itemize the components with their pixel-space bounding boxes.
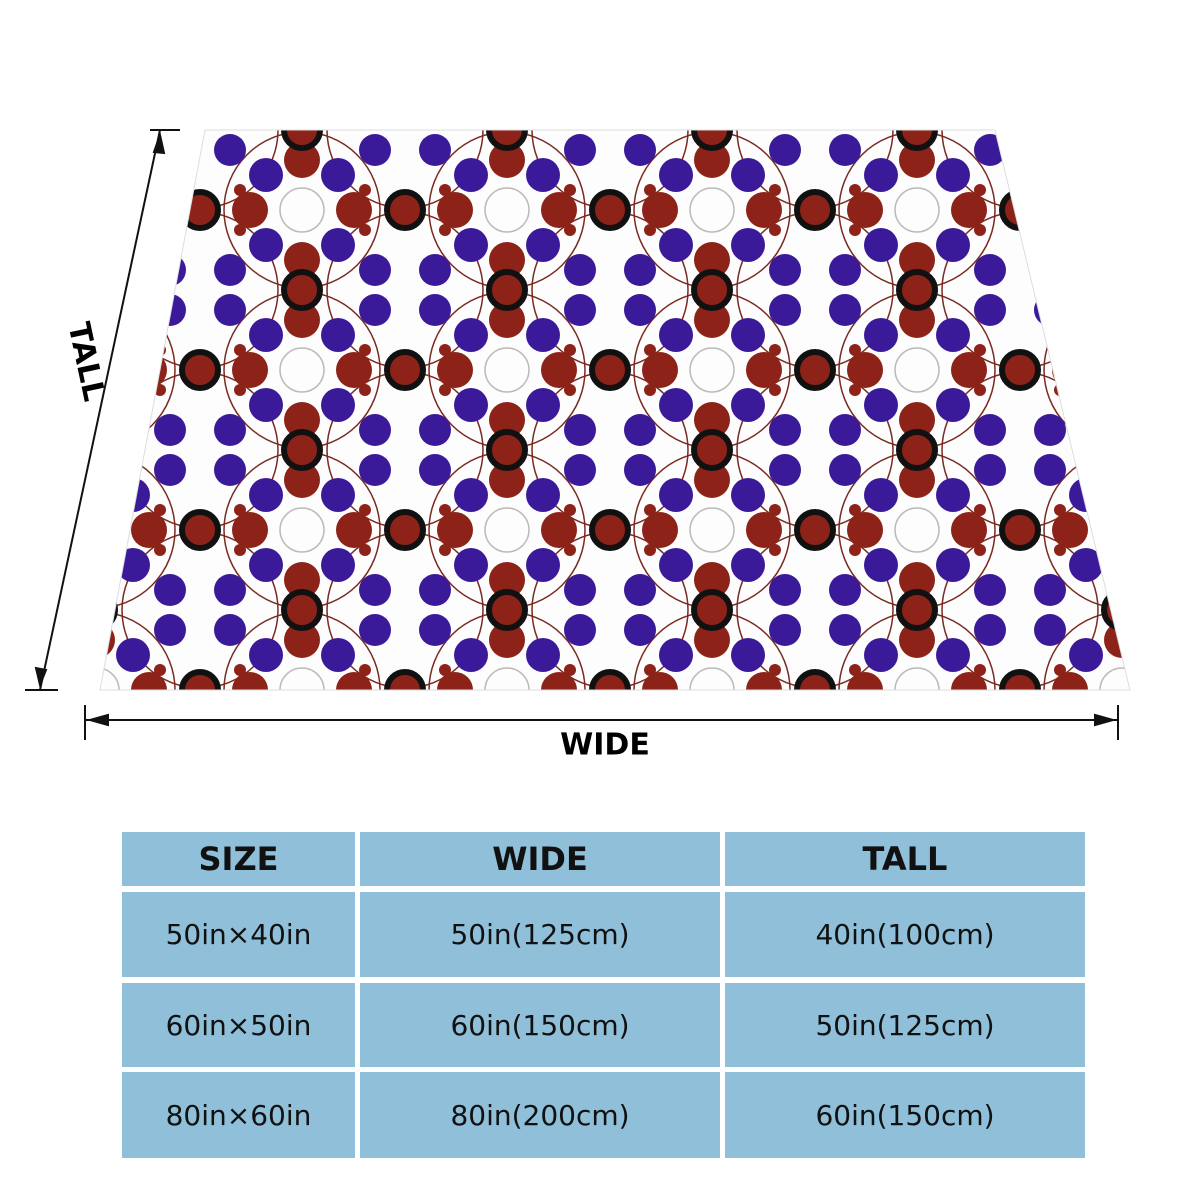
wide-arrow	[84, 705, 1119, 740]
table-cell: 80in(200cm)	[360, 1072, 720, 1158]
header-cell: TALL	[725, 832, 1085, 886]
tall-arrow	[25, 129, 180, 691]
wide-label: WIDE	[560, 728, 650, 763]
table-cell: 60in(150cm)	[360, 983, 720, 1067]
table-cell: 60in(150cm)	[725, 1072, 1085, 1158]
table-cell: 40in(100cm)	[725, 892, 1085, 977]
table-cell: 50in×40in	[122, 892, 355, 977]
table-cell: 50in(125cm)	[360, 892, 720, 977]
tall-label: TALL	[61, 319, 112, 404]
blanket	[99, 129, 1131, 691]
header-cell: WIDE	[360, 832, 720, 886]
blanket-illustration: TALL WIDE	[25, 129, 1131, 763]
header-cell: SIZE	[122, 832, 355, 886]
table-cell: 60in×50in	[122, 983, 355, 1067]
table-cell: 80in×60in	[122, 1072, 355, 1158]
table-cell: 50in(125cm)	[725, 983, 1085, 1067]
